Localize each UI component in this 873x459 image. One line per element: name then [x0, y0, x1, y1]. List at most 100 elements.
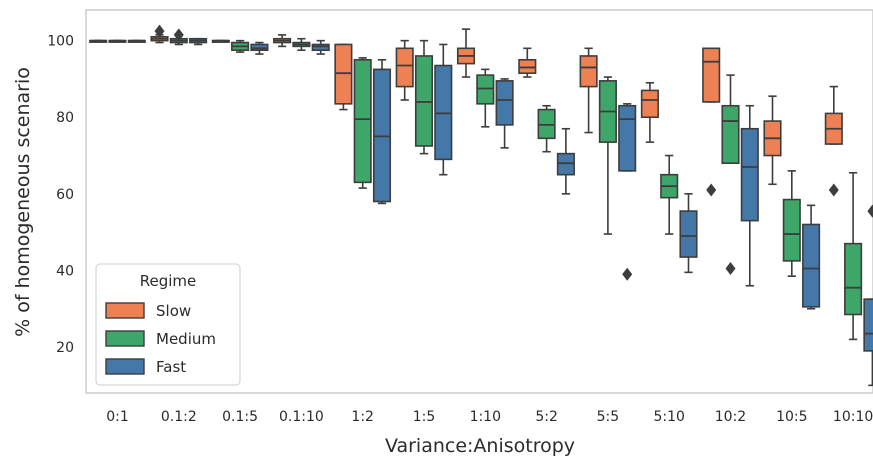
outlier-point	[706, 183, 717, 197]
box-slow	[579, 47, 598, 134]
x-tick-label: 0:1	[106, 409, 129, 425]
box-medium	[169, 28, 188, 46]
box-body	[414, 55, 434, 147]
x-tick-label: 0.1:10	[279, 409, 324, 425]
box-body	[353, 58, 372, 184]
x-tick-label: 0.1:2	[161, 409, 197, 425]
box-body	[311, 43, 330, 52]
box-body	[434, 64, 453, 161]
box-body	[395, 47, 414, 88]
legend-title: Regime	[140, 272, 197, 290]
box-slow	[640, 81, 659, 143]
outlier-point	[622, 267, 633, 281]
legend-swatch-medium	[105, 330, 145, 347]
box-slow	[89, 39, 108, 43]
legend-frame	[95, 263, 241, 386]
x-tick-label: 10:2	[715, 409, 746, 425]
x-tick-label: 0.1:5	[222, 409, 258, 425]
box-body	[679, 210, 698, 258]
box-fast	[556, 127, 575, 195]
box-body	[618, 104, 637, 172]
x-tick-label: 10:10	[833, 409, 873, 425]
outlier-point	[828, 183, 839, 197]
box-body	[802, 223, 821, 308]
legend-label-medium: Medium	[156, 330, 216, 348]
box-body	[579, 55, 598, 88]
box-slow	[211, 39, 230, 43]
box-body	[721, 104, 740, 165]
box-medium	[660, 154, 679, 235]
box-fast	[618, 103, 637, 281]
box-slow	[273, 34, 292, 48]
box-body	[844, 242, 863, 316]
box-slow	[456, 28, 476, 78]
x-tick-label: 1:2	[351, 409, 374, 425]
box-slow	[824, 85, 843, 197]
box-body	[495, 80, 514, 126]
box-medium	[537, 104, 556, 153]
box-fast	[372, 58, 392, 205]
legend-label-slow: Slow	[156, 302, 191, 320]
y-tick-labels: 20 40 60 80 100	[47, 34, 74, 356]
box-fast	[250, 41, 269, 55]
box-fast	[434, 43, 453, 176]
box-medium	[598, 76, 617, 235]
x-tick-label: 5:5	[597, 409, 620, 425]
box-slow	[702, 47, 721, 197]
box-medium	[231, 39, 250, 53]
box-body	[334, 43, 353, 105]
box-fast	[863, 204, 873, 387]
box-body	[476, 74, 495, 105]
box-medium	[414, 39, 434, 155]
box-body	[518, 58, 537, 74]
box-medium	[844, 171, 863, 341]
box-fast	[679, 193, 698, 274]
legend: Regime Slow Medium Fast	[95, 263, 241, 386]
box-body	[863, 298, 873, 352]
box-medium	[476, 68, 495, 128]
y-tick-label: 20	[56, 340, 74, 356]
box-medium	[108, 39, 127, 43]
box-body	[250, 43, 269, 52]
box-fast	[802, 204, 821, 310]
box-slow	[763, 95, 782, 186]
x-tick-label: 5:10	[653, 409, 684, 425]
box-body	[556, 152, 575, 176]
outlier-point	[154, 24, 165, 38]
box-body	[372, 68, 392, 203]
x-tick-label: 1:5	[413, 409, 436, 425]
box-medium	[353, 57, 372, 189]
legend-swatch-fast	[105, 358, 145, 375]
box-slow	[518, 47, 537, 78]
box-fast	[311, 39, 330, 55]
box-body	[740, 127, 759, 222]
box-fast	[127, 39, 146, 43]
box-body	[537, 108, 556, 140]
y-tick-label: 40	[56, 263, 74, 279]
x-axis-title: Variance:Anisotropy	[385, 435, 575, 457]
box-fast	[740, 104, 759, 287]
box-fast	[189, 37, 208, 46]
x-tick-label: 5:2	[535, 409, 558, 425]
box-body	[640, 89, 659, 119]
x-tick-labels: 0:1 0.1:2 0.1:5 0.1:10 1:2 1:5 1:10 5:2 5:5 5:10 1…	[106, 409, 873, 425]
x-tick-label: 10:5	[776, 409, 807, 425]
outlier-point	[867, 204, 873, 218]
box-medium	[782, 170, 801, 277]
box-slow	[334, 43, 353, 111]
box-slow	[395, 39, 414, 101]
legend-swatch-slow	[105, 302, 145, 319]
box-medium	[292, 37, 311, 52]
box-body	[782, 198, 801, 262]
box-fast	[495, 78, 514, 149]
box-layer	[89, 24, 873, 387]
y-axis-title: % of homogeneous scenario	[12, 67, 34, 337]
legend-items: Slow Medium Fast	[105, 302, 216, 376]
outlier-point	[173, 28, 184, 42]
box-body	[702, 47, 721, 103]
y-tick-label: 60	[56, 187, 74, 203]
box-slow	[150, 24, 169, 44]
y-tick-label: 100	[47, 34, 74, 50]
x-tick-label: 1:10	[470, 409, 501, 425]
